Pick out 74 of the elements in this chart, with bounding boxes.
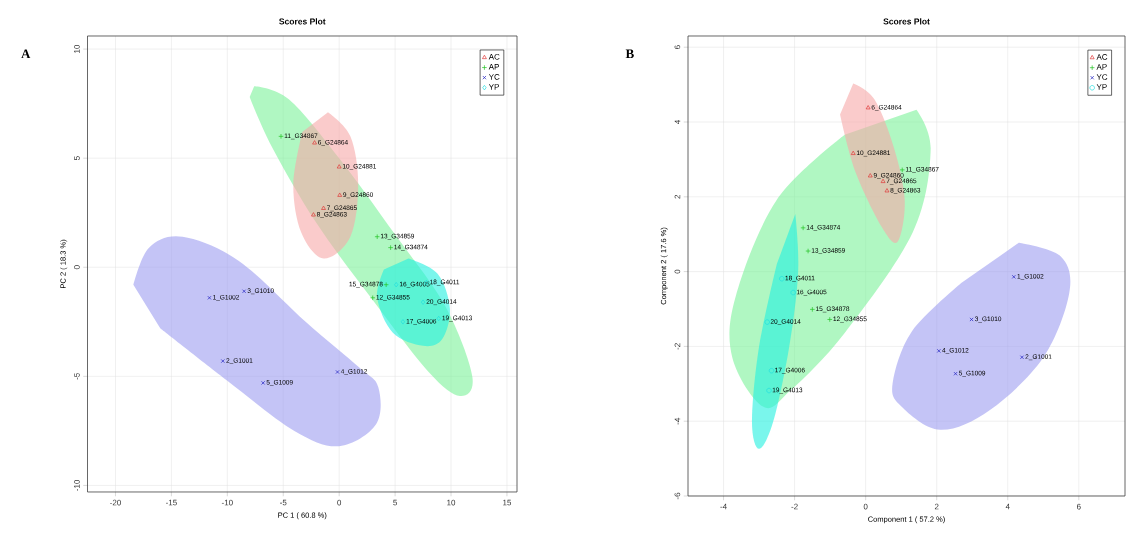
point bbox=[827, 316, 833, 323]
point bbox=[1020, 355, 1024, 360]
legend-label: YP bbox=[1096, 84, 1107, 90]
legend-label: AC bbox=[1096, 54, 1108, 60]
point bbox=[311, 212, 316, 217]
point bbox=[321, 205, 326, 210]
point bbox=[764, 319, 770, 325]
x-tick-label: -2 bbox=[791, 503, 798, 510]
point bbox=[370, 295, 376, 301]
point bbox=[867, 173, 873, 178]
point bbox=[766, 387, 772, 394]
legend-label: YC bbox=[1096, 74, 1108, 80]
point bbox=[278, 133, 284, 140]
point bbox=[337, 192, 343, 197]
y-tick-label: -2 bbox=[674, 343, 681, 350]
x-tick-label: 5 bbox=[393, 499, 397, 506]
point bbox=[387, 244, 394, 251]
point bbox=[394, 282, 399, 288]
x-tick-label: 4 bbox=[1005, 503, 1010, 510]
y-tick-label: 0 bbox=[74, 265, 80, 270]
y-tick-label: 10 bbox=[74, 44, 80, 53]
point bbox=[936, 348, 941, 353]
legend-label: AP bbox=[1096, 64, 1107, 70]
point bbox=[884, 188, 890, 193]
legend-label: AP bbox=[488, 64, 499, 70]
y-tick-label: 2 bbox=[674, 194, 681, 199]
y-tick-label: 0 bbox=[674, 269, 681, 274]
point bbox=[779, 276, 785, 282]
x-tick-label: -15 bbox=[165, 499, 177, 506]
point bbox=[383, 282, 389, 288]
point bbox=[790, 289, 796, 296]
point bbox=[768, 368, 775, 374]
point bbox=[850, 150, 856, 155]
x-tick-label: -5 bbox=[280, 499, 287, 506]
legend-label: YC bbox=[488, 74, 500, 80]
x-tick-label: 0 bbox=[337, 499, 342, 506]
point bbox=[207, 295, 212, 300]
y-tick-label: 4 bbox=[674, 120, 681, 125]
x-tick-label: 0 bbox=[863, 503, 868, 510]
point bbox=[436, 315, 441, 322]
point bbox=[336, 164, 342, 169]
y-tick-label: -10 bbox=[74, 479, 80, 491]
y-tick-label: -6 bbox=[674, 492, 681, 500]
text: B bbox=[625, 49, 634, 59]
chart-title: Scores Plot bbox=[279, 18, 326, 25]
x-tick-label: -20 bbox=[110, 499, 121, 506]
x-tick-label: 10 bbox=[447, 499, 456, 506]
x-tick-label: 15 bbox=[503, 499, 512, 506]
point bbox=[953, 371, 958, 376]
point bbox=[420, 299, 426, 305]
point bbox=[335, 370, 340, 374]
legend-label: AC bbox=[488, 53, 500, 60]
x-tick-label: -10 bbox=[221, 499, 233, 506]
y-tick-label: -4 bbox=[674, 417, 681, 425]
x-tick-label: -4 bbox=[720, 503, 727, 510]
y-tick-label: 6 bbox=[674, 45, 681, 50]
point bbox=[400, 319, 405, 325]
legend-label: YP bbox=[488, 84, 499, 90]
y-tick-label: 5 bbox=[74, 156, 80, 161]
point bbox=[374, 234, 380, 240]
point bbox=[899, 167, 905, 173]
point bbox=[242, 289, 247, 294]
point bbox=[220, 359, 225, 364]
point bbox=[800, 225, 806, 231]
point bbox=[865, 105, 871, 110]
text: A bbox=[21, 49, 31, 59]
point bbox=[1011, 274, 1016, 279]
x-tick-label: 2 bbox=[934, 503, 939, 510]
y-tick-label: -5 bbox=[74, 373, 80, 380]
chart-title: Scores Plot bbox=[883, 18, 930, 25]
point bbox=[809, 306, 816, 313]
point bbox=[805, 248, 811, 254]
point bbox=[261, 380, 266, 385]
x-tick-label: 6 bbox=[1077, 503, 1081, 510]
